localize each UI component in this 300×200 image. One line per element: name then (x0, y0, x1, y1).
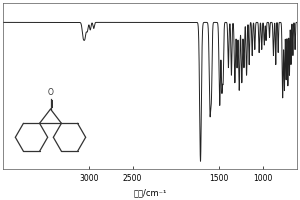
Text: O: O (48, 88, 53, 97)
X-axis label: 波数/cm⁻¹: 波数/cm⁻¹ (133, 188, 167, 197)
